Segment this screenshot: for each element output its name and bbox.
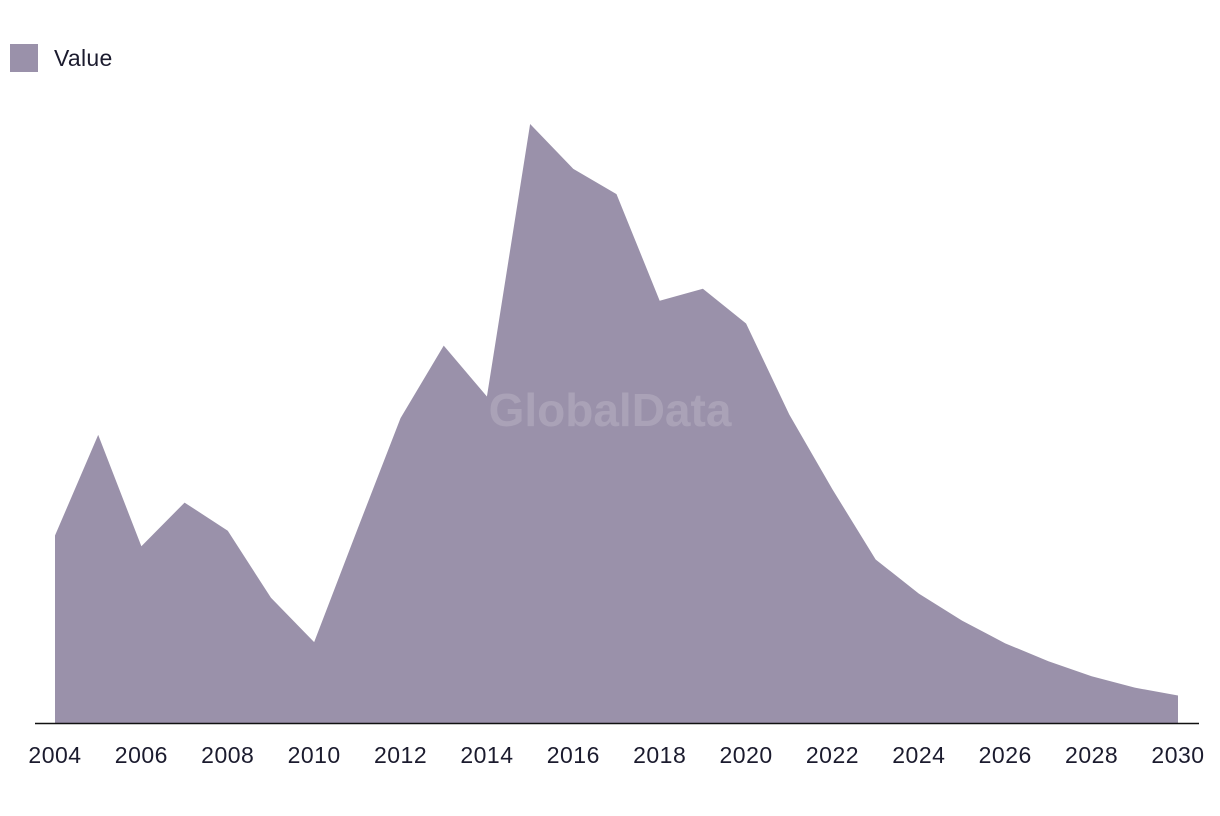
x-tick-label-2022: 2022 bbox=[806, 742, 859, 768]
legend-label: Value bbox=[54, 44, 113, 71]
x-tick-label-2016: 2016 bbox=[547, 742, 600, 768]
x-axis-ticks: 2004 2006 2008 2010 2012 2014 2016 2018 2020 2022… bbox=[28, 742, 1204, 768]
legend-swatch bbox=[10, 44, 38, 72]
x-tick-label-2028: 2028 bbox=[1065, 742, 1118, 768]
x-tick-label-2014: 2014 bbox=[460, 742, 513, 768]
x-tick-label-2012: 2012 bbox=[374, 742, 427, 768]
area-layer bbox=[55, 124, 1178, 723]
x-tick-label-2030: 2030 bbox=[1151, 742, 1204, 768]
x-tick-label-2020: 2020 bbox=[719, 742, 772, 768]
watermark-text: GlobalData bbox=[489, 384, 732, 436]
series-area-value bbox=[55, 124, 1178, 723]
x-tick-label-2004: 2004 bbox=[28, 742, 81, 768]
x-tick-label-2018: 2018 bbox=[633, 742, 686, 768]
x-tick-label-2010: 2010 bbox=[288, 742, 341, 768]
x-tick-label-2026: 2026 bbox=[979, 742, 1032, 768]
x-tick-label-2008: 2008 bbox=[201, 742, 254, 768]
x-tick-label-2024: 2024 bbox=[892, 742, 945, 768]
legend: Value bbox=[10, 44, 113, 72]
x-tick-label-2006: 2006 bbox=[115, 742, 168, 768]
